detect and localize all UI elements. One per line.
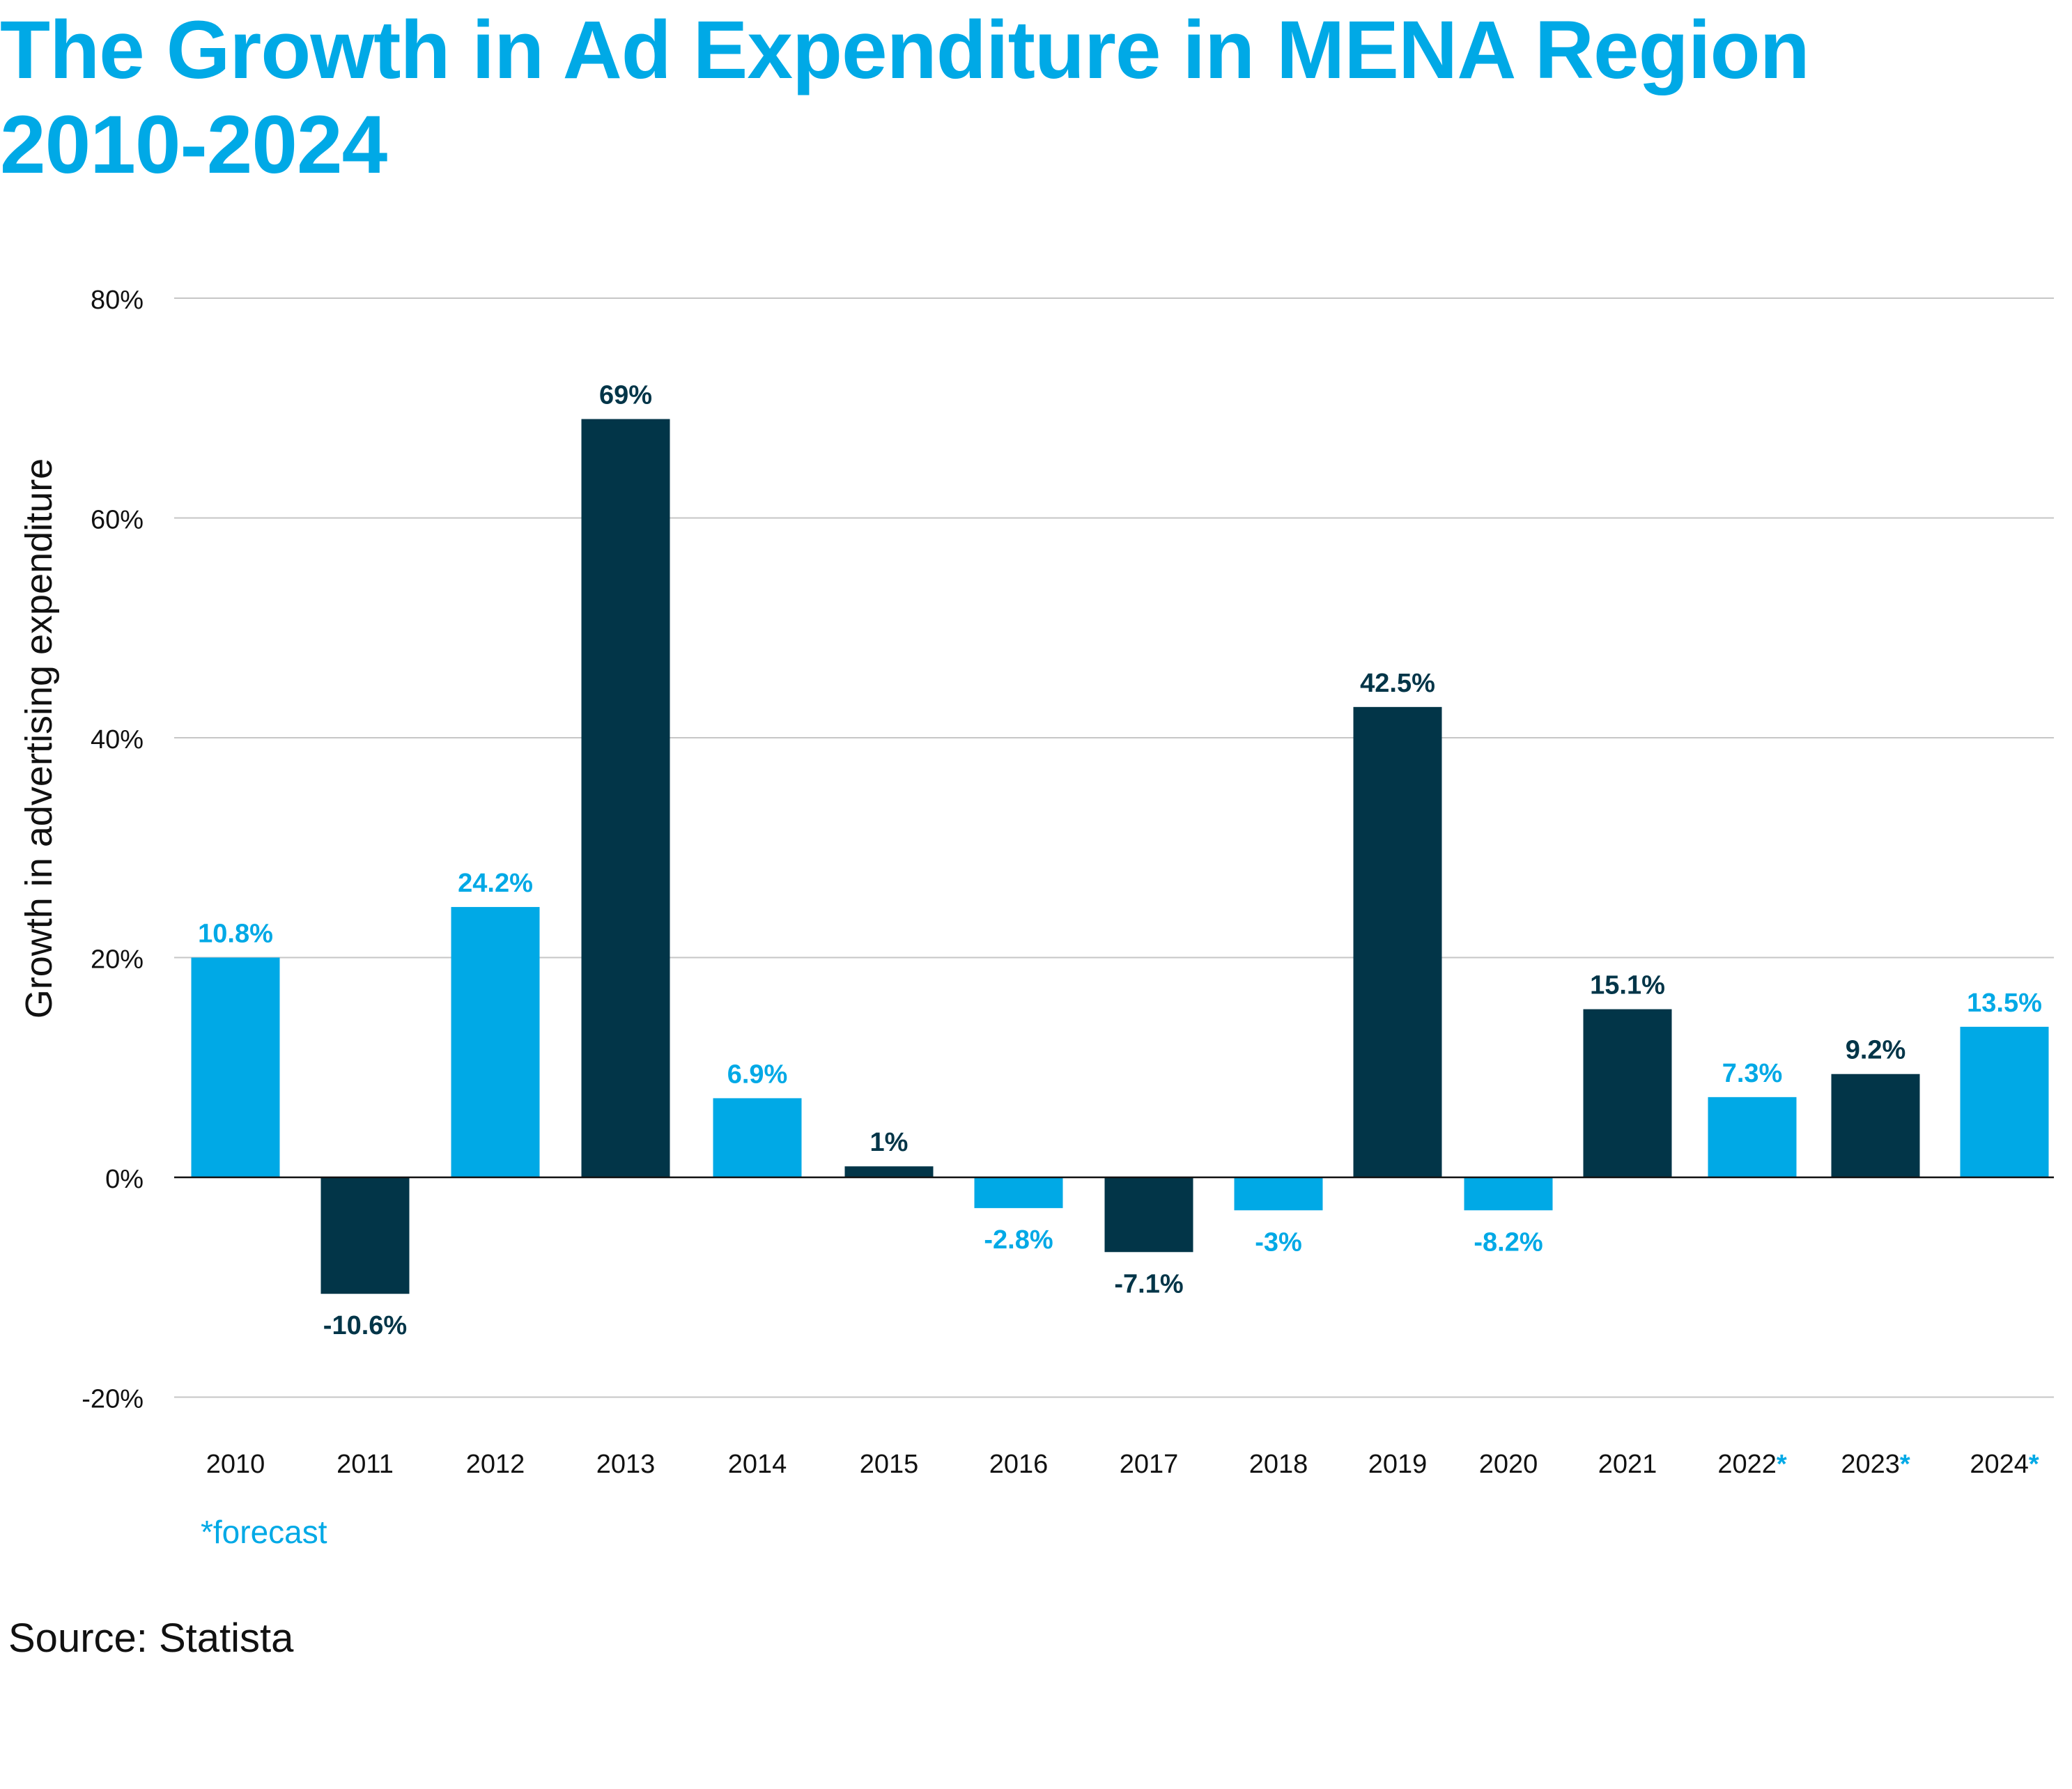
y-tick-label: 40% (91, 725, 144, 754)
bar-2014 (713, 1098, 802, 1177)
chart-title: The Growth in Ad Expenditure in MENA Reg… (0, 3, 1810, 192)
data-label-2022: 7.3% (1722, 1059, 1783, 1088)
x-tick-label-2019: 2019 (1368, 1450, 1428, 1479)
x-tick-label-2016: 2016 (989, 1450, 1049, 1479)
x-tick-label-2015: 2015 (860, 1450, 919, 1479)
data-label-2023: 9.2% (1846, 1036, 1906, 1065)
x-tick-label-2011: 2011 (337, 1450, 394, 1479)
bar-2011 (320, 1177, 410, 1294)
data-label-2024: 13.5% (1967, 989, 2042, 1018)
data-label-2015: 1% (870, 1128, 909, 1157)
bars (191, 419, 2049, 1294)
data-label-2011: -10.6% (323, 1311, 407, 1340)
x-tick-label-2021: 2021 (1598, 1450, 1657, 1479)
y-tick-label: 60% (91, 506, 144, 535)
bar-2022 (1708, 1097, 1797, 1177)
bar-2019 (1353, 706, 1442, 1177)
data-label-2013: 69% (599, 381, 652, 410)
data-label-2021: 15.1% (1590, 971, 1665, 1000)
y-tick-label: 80% (91, 286, 144, 315)
x-tick-label-2013: 2013 (596, 1450, 656, 1479)
y-axis-tick-labels: -20% 0% 20% 40% 60% 80% (82, 286, 144, 1414)
bar-2024 (1960, 1026, 2049, 1177)
forecast-asterisk: * (1900, 1450, 1910, 1479)
x-tick-label-2023: 2023* (1841, 1450, 1910, 1479)
forecast-footnote: *forecast (201, 1514, 327, 1550)
x-tick-label-2017: 2017 (1120, 1450, 1179, 1479)
gridlines (174, 297, 2054, 1398)
y-axis-label: Growth in advertising expenditure (18, 458, 60, 1019)
x-tick-label-2014: 2014 (728, 1450, 787, 1479)
x-tick-label-2024: 2024* (1970, 1450, 2039, 1479)
data-label-2019: 42.5% (1360, 669, 1435, 698)
data-label-2017: -7.1% (1114, 1269, 1183, 1299)
chart-title-line-1: The Growth in Ad Expenditure in MENA Reg… (0, 4, 1810, 96)
x-tick-label-2010: 2010 (206, 1450, 265, 1479)
bar-2016 (974, 1177, 1063, 1209)
y-tick-label: 20% (91, 945, 144, 975)
y-tick-label: -20% (82, 1385, 144, 1414)
data-label-2016: -2.8% (984, 1225, 1053, 1255)
x-axis-tick-labels: 2010 2011 2012 2013 2014 2015 2016 2017 2018 2019… (206, 1450, 2039, 1479)
data-labels: 10.8% -10.6% 24.2% 69% 6.9% 1% -2.8% -7.1% -3% 42… (198, 381, 2042, 1341)
bar-2018 (1234, 1177, 1323, 1211)
bar-2020 (1464, 1177, 1553, 1211)
bar-2023 (1831, 1074, 1920, 1177)
bar-2015 (844, 1166, 934, 1177)
chart-title-line-2: 2010-2024 (0, 99, 387, 191)
forecast-asterisk: * (1777, 1450, 1787, 1479)
data-label-2020: -8.2% (1474, 1227, 1543, 1257)
bar-2017 (1104, 1177, 1193, 1253)
bar-chart: -20% 0% 20% 40% 60% 80% 10.8% -10.6% 24.2% 69% 6.… (18, 286, 2054, 1550)
forecast-asterisk: * (2029, 1450, 2039, 1479)
data-label-2010: 10.8% (198, 920, 273, 949)
data-label-2014: 6.9% (727, 1060, 788, 1089)
bar-2013 (581, 419, 670, 1177)
x-tick-label-2018: 2018 (1249, 1450, 1308, 1479)
x-tick-label-2020: 2020 (1479, 1450, 1538, 1479)
data-label-2012: 24.2% (458, 869, 533, 898)
bar-2010 (191, 957, 280, 1177)
bar-2021 (1583, 1009, 1672, 1177)
bar-2012 (451, 906, 540, 1177)
y-tick-label: 0% (105, 1165, 144, 1194)
x-tick-label-2022: 2022* (1717, 1450, 1787, 1479)
data-label-2018: -3% (1255, 1227, 1302, 1257)
source-note: Source: Statista (8, 1616, 294, 1661)
x-tick-label-2012: 2012 (466, 1450, 525, 1479)
